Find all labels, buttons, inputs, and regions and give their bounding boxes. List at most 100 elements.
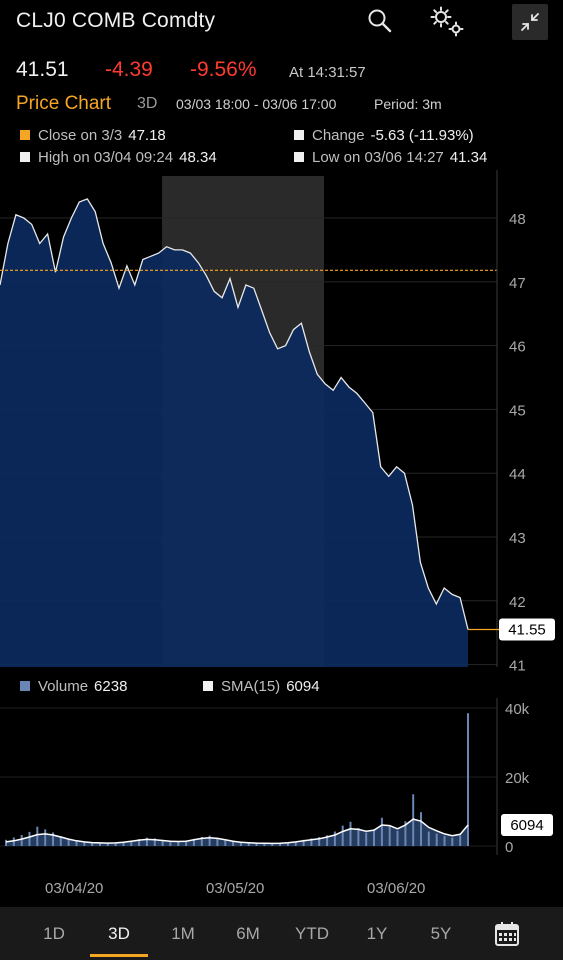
period-label: Period: 3m: [374, 96, 442, 112]
volume-bar: [294, 841, 297, 846]
date-label: 03/05/20: [206, 880, 265, 897]
price-tick-label: 44: [509, 466, 526, 483]
tab-1y[interactable]: 1Y: [366, 924, 388, 943]
legend-high: High on 03/04 09:24 48.34: [20, 149, 217, 166]
volume-bar: [106, 843, 109, 846]
high-value: 48.34: [179, 149, 217, 166]
volume-chart[interactable]: 40k 20k 0 6094: [0, 698, 563, 858]
volume-bar: [263, 843, 266, 846]
volume-tick-label: 20k: [505, 770, 530, 787]
volume-bar: [333, 831, 336, 846]
high-swatch: [20, 152, 30, 162]
volume-bar: [59, 836, 62, 846]
volume-bars: [5, 713, 469, 847]
volume-bar: [52, 832, 54, 846]
volume-bar: [255, 842, 258, 846]
price-tick-label: 45: [509, 402, 526, 419]
volume-bar: [20, 835, 23, 846]
price-area: [0, 198, 468, 667]
volume-value: 6238: [94, 678, 128, 695]
range-button[interactable]: 3D: [137, 95, 158, 112]
sma-legend: SMA(15) 6094: [203, 678, 320, 695]
volume-bar: [138, 839, 141, 846]
volume-tick-label: 40k: [505, 701, 530, 718]
volume-bar: [177, 841, 180, 846]
change-label: Change: [312, 127, 365, 144]
volume-bar: [349, 821, 352, 846]
close-label: Close on 3/3: [38, 127, 123, 144]
price-tick-label: 42: [509, 594, 526, 611]
tab-3d[interactable]: 3D: [88, 907, 150, 960]
quote-time: At 14:31:57: [289, 64, 366, 81]
price-tick-label: 43: [509, 530, 526, 547]
date-range: 03/03 18:00 - 03/06 17:00: [176, 96, 337, 112]
percent-change: -9.56%: [190, 58, 257, 81]
tab-6m[interactable]: 6M: [236, 924, 260, 943]
volume-bar: [114, 842, 117, 846]
volume-bar: [435, 833, 438, 846]
volume-tick-label: 0: [505, 839, 513, 856]
volume-bar: [279, 843, 282, 846]
collapse-button[interactable]: [512, 4, 548, 40]
volume-bar: [224, 839, 227, 846]
tab-5y[interactable]: 5Y: [430, 924, 452, 943]
volume-bar: [341, 825, 344, 846]
sma-tag-text: 6094: [510, 817, 543, 834]
low-label: Low on 03/06 14:27: [312, 149, 444, 166]
sma-line: [5, 818, 469, 845]
tab-1d[interactable]: 1D: [43, 924, 65, 943]
volume-bar: [12, 837, 15, 846]
volume-bar: [286, 842, 289, 846]
volume-bar: [459, 835, 462, 846]
security-title: CLJ0 COMB Comdty: [16, 9, 216, 32]
last-price: 41.51: [16, 58, 69, 81]
sma-tag: 6094: [501, 813, 553, 836]
price-tick-label: 41: [509, 658, 526, 675]
volume-bar: [396, 830, 399, 846]
volume-bar: [153, 838, 156, 846]
volume-bar: [467, 713, 469, 846]
date-label: 03/04/20: [45, 880, 104, 897]
change-swatch: [294, 130, 304, 140]
volume-axis-ticks: 40k 20k 0: [505, 701, 530, 856]
net-change: -4.39: [105, 58, 153, 81]
volume-bar: [28, 831, 31, 846]
tab-1m[interactable]: 1M: [171, 924, 195, 943]
last-price-tag: 41.55: [499, 618, 555, 641]
volume-bar: [99, 842, 101, 846]
volume-bar: [232, 841, 235, 846]
volume-bar: [302, 839, 305, 846]
volume-bar: [83, 841, 86, 846]
search-icon[interactable]: [365, 6, 395, 36]
low-value: 41.34: [449, 149, 488, 166]
volume-area: [6, 819, 468, 846]
volume-bar: [404, 821, 407, 846]
volume-bar: [145, 837, 148, 846]
settings-icon[interactable]: [428, 6, 466, 37]
volume-bar: [185, 840, 188, 846]
last-price-tag-text: 41.55: [508, 622, 546, 639]
range-tab-bar: 1D 3D 1M 6M YTD 1Y 5Y: [0, 907, 563, 960]
volume-bar: [451, 837, 454, 846]
volume-bar: [427, 831, 430, 846]
price-line: [0, 198, 469, 630]
volume-bar: [380, 817, 383, 846]
volume-bar: [192, 838, 195, 846]
volume-bar: [200, 837, 203, 846]
volume-bar: [365, 832, 368, 846]
volume-bar: [420, 812, 422, 846]
volume-bar: [5, 839, 7, 846]
calendar-icon[interactable]: [492, 919, 522, 949]
tab-ytd[interactable]: YTD: [295, 924, 329, 943]
sma-swatch: [203, 681, 213, 691]
volume-bar: [239, 841, 242, 846]
volume-bar: [247, 842, 250, 846]
high-label: High on 03/04 09:24: [38, 149, 174, 166]
sma-value: 6094: [286, 678, 320, 695]
legend-change: Change -5.63 (-11.93%): [294, 127, 474, 144]
collapse-icon: [521, 13, 539, 31]
volume-swatch: [20, 681, 30, 691]
volume-bar: [91, 842, 94, 846]
price-chart[interactable]: 48 47 46 45 44 43 42 41 41.55: [0, 170, 563, 675]
volume-bar: [36, 826, 39, 846]
